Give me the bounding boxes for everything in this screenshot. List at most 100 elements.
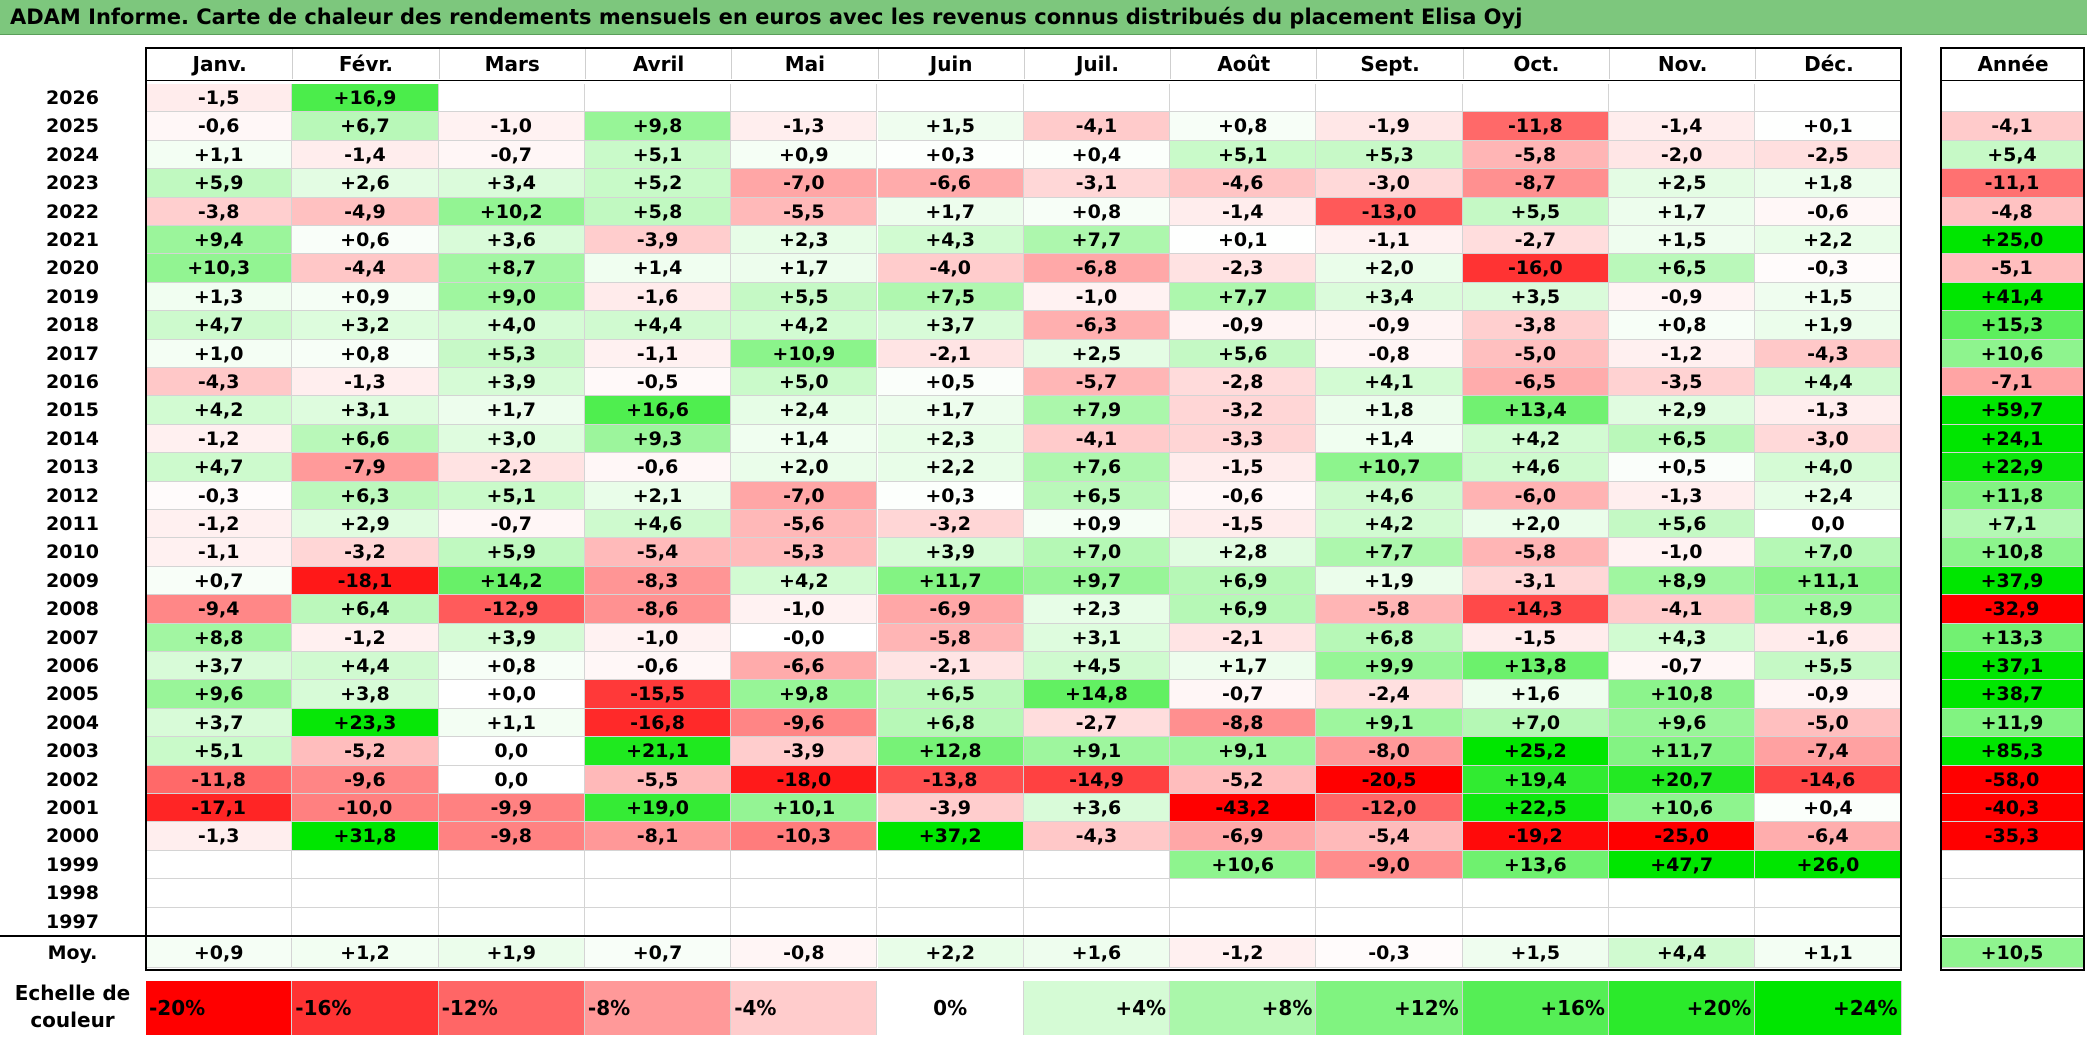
heatmap-cell: +3,7 xyxy=(146,652,293,681)
heatmap-cell: +4,2 xyxy=(731,566,878,596)
row-year-label: 1997 xyxy=(46,910,99,933)
heatmap-cell: +9,0 xyxy=(438,282,585,312)
heatmap-cell: -5,5 xyxy=(731,197,878,226)
heatmap-cell: +5,3 xyxy=(438,339,585,368)
heatmap-cell: -9,6 xyxy=(292,765,439,794)
heatmap-cell: -14,6 xyxy=(1755,765,1902,794)
heatmap-cell: -8,1 xyxy=(584,822,732,851)
heatmap-cell: -8,7 xyxy=(1462,169,1609,198)
column-header: Nov. xyxy=(1609,49,1755,79)
heatmap-cell: +4,0 xyxy=(1755,453,1902,482)
heatmap-cell: +23,3 xyxy=(292,708,439,738)
annual-cell: +37,1 xyxy=(1941,652,2084,681)
heatmap-cell: -6,4 xyxy=(1755,822,1902,851)
average-cell: +0,9 xyxy=(146,938,293,968)
heatmap-cell: +47,7 xyxy=(1609,850,1756,880)
column-header: Févr. xyxy=(292,49,438,79)
color-scale-swatch: -8% xyxy=(584,981,732,1035)
heatmap-cell: +0,8 xyxy=(1170,112,1317,141)
heatmap-cell: +6,9 xyxy=(1170,595,1317,624)
heatmap-cell: -2,5 xyxy=(1755,140,1902,170)
heatmap-cell xyxy=(1609,907,1756,936)
heatmap-cell: -9,9 xyxy=(438,794,585,823)
heatmap-cell xyxy=(1462,907,1609,936)
heatmap-cell: +3,9 xyxy=(438,368,585,397)
heatmap-cell xyxy=(877,850,1024,880)
heatmap-cell: -3,9 xyxy=(584,226,732,255)
year-column-header: Année xyxy=(1941,49,2084,79)
heatmap-cell: -0,9 xyxy=(1755,680,1902,709)
annual-cell: -58,0 xyxy=(1941,765,2084,794)
heatmap-cell: +10,6 xyxy=(1170,850,1317,880)
row-year-label: 2017 xyxy=(46,342,99,365)
heatmap-cell: -9,6 xyxy=(731,708,878,738)
heatmap-cell xyxy=(1462,84,1609,113)
heatmap-cell: -5,4 xyxy=(1316,822,1463,851)
heatmap-cell: -11,8 xyxy=(146,765,293,794)
heatmap-cell: -0,6 xyxy=(146,112,293,141)
row-year-label: 2005 xyxy=(46,683,99,706)
annual-cell: -4,8 xyxy=(1941,197,2084,226)
heatmap-cell: +6,8 xyxy=(1316,623,1463,652)
heatmap-cell: -5,0 xyxy=(1755,708,1902,738)
heatmap-cell: +14,2 xyxy=(438,566,585,596)
heatmap-cell: 0,0 xyxy=(1755,510,1902,539)
column-header: Avril xyxy=(584,49,731,79)
heatmap-cell: +0,5 xyxy=(877,368,1024,397)
heatmap-cell: -0,7 xyxy=(438,140,585,170)
heatmap-cell: -3,0 xyxy=(1316,169,1463,198)
row-year-label: 2006 xyxy=(46,655,99,677)
heatmap-cell: -3,9 xyxy=(877,794,1024,823)
heatmap-cell: -4,1 xyxy=(1023,424,1171,454)
heatmap-cell: +6,5 xyxy=(1609,254,1756,283)
heatmap-cell: -5,8 xyxy=(1462,538,1609,567)
heatmap-cell xyxy=(1609,879,1756,908)
heatmap-cell: -2,1 xyxy=(877,652,1024,681)
heatmap-cell: +13,4 xyxy=(1462,396,1609,425)
heatmap-cell: -6,3 xyxy=(1023,311,1171,340)
heatmap-cell: -5,8 xyxy=(1316,595,1463,624)
heatmap-cell: +4,7 xyxy=(146,453,293,482)
annual-cell: +10,6 xyxy=(1941,339,2084,368)
heatmap-cell: -7,0 xyxy=(731,169,878,198)
heatmap-cell: -0,7 xyxy=(1609,652,1756,681)
heatmap-cell: +2,3 xyxy=(731,226,878,255)
header-separator xyxy=(145,80,1902,81)
annual-cell xyxy=(1941,84,2084,113)
heatmap-cell: +12,8 xyxy=(877,737,1024,766)
heatmap-cell: +5,1 xyxy=(438,481,585,510)
heatmap-cell: -1,4 xyxy=(292,140,439,170)
color-scale-swatch: +16% xyxy=(1462,981,1609,1035)
heatmap-cell: -4,9 xyxy=(292,197,439,226)
heatmap-cell: +1,4 xyxy=(1316,424,1463,454)
header-separator xyxy=(1940,80,2085,81)
heatmap-cell: +3,9 xyxy=(438,623,585,652)
heatmap-cell: -3,2 xyxy=(292,538,439,567)
heatmap-cell: +5,3 xyxy=(1316,140,1463,170)
heatmap-cell: +9,1 xyxy=(1170,737,1317,766)
heatmap-cell: +4,2 xyxy=(146,396,293,425)
heatmap-cell: -2,8 xyxy=(1170,368,1317,397)
heatmap-cell: -13,0 xyxy=(1316,197,1463,226)
column-header: Déc. xyxy=(1755,49,1901,79)
heatmap-cell xyxy=(1462,879,1609,908)
average-cell: +1,2 xyxy=(292,938,439,968)
heatmap-cell: 0,0 xyxy=(438,765,585,794)
heatmap-cell: +2,2 xyxy=(1755,226,1902,255)
color-scale-swatch: +24% xyxy=(1755,981,1902,1035)
row-year-label: 1998 xyxy=(46,882,99,905)
heatmap-cell: +1,9 xyxy=(1755,311,1902,340)
heatmap-cell xyxy=(146,879,293,908)
heatmap-cell: +1,7 xyxy=(731,254,878,283)
heatmap-cell: +0,9 xyxy=(1023,510,1171,539)
heatmap-cell xyxy=(1316,907,1463,936)
heatmap-cell: +6,3 xyxy=(292,481,439,510)
heatmap-cell: +5,5 xyxy=(1755,652,1902,681)
row-year-label: 1999 xyxy=(46,853,99,876)
heatmap-cell: +10,8 xyxy=(1609,680,1756,709)
heatmap-cell: -0,0 xyxy=(731,623,878,652)
heatmap-cell: -1,5 xyxy=(146,84,293,113)
heatmap-cell xyxy=(438,850,585,880)
heatmap-cell: +1,7 xyxy=(1609,197,1756,226)
annual-cell: -35,3 xyxy=(1941,822,2084,851)
